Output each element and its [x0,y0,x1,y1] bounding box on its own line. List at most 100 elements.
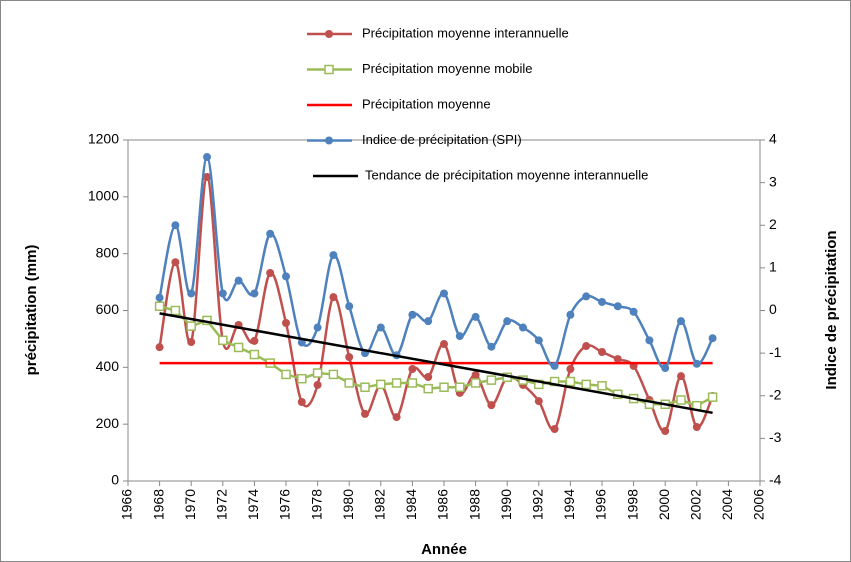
point [391,378,402,388]
y-axis-title: précipitation (mm) [23,245,40,376]
point [677,317,685,326]
y-tick-label: 1200 [88,131,119,147]
y2-tick-label: -1 [769,344,782,360]
point [550,361,559,370]
point [360,382,370,392]
legend-label: Précipitation moyenne [362,96,491,111]
x-tick-label: 1968 [150,489,166,520]
y-tick-label: 600 [96,301,120,317]
point [581,379,591,390]
point [329,293,338,302]
point [408,310,417,319]
point [266,229,275,238]
point [677,372,685,381]
point [423,383,433,394]
legend-label: Tendance de précipitation moyenne intera… [365,167,648,182]
legend-label: Précipitation moyenne mobile [362,61,533,76]
point [297,398,306,407]
point [344,378,354,388]
point [218,289,227,298]
x-tick-label: 1974 [245,489,261,520]
point [598,347,606,356]
point [171,258,180,267]
point [440,340,448,349]
point [312,368,323,378]
point [661,364,670,373]
x-tick-label: 1990 [498,489,514,520]
point [407,378,418,388]
point [566,310,575,319]
x-tick-label: 2004 [719,489,735,520]
x-tick-label: 1994 [561,489,577,520]
point [218,335,228,346]
y-tick-label: 200 [96,415,120,431]
y2-tick-label: 2 [769,216,777,232]
x-tick-label: 1970 [182,489,198,520]
point [534,336,543,345]
point [329,251,338,260]
x-tick-label: 1984 [403,489,419,520]
point [598,297,606,306]
point [313,380,322,389]
x-tick-label: 1988 [466,489,482,520]
point [328,369,339,380]
point [345,353,354,362]
point [629,307,638,316]
point [361,409,369,418]
point [249,349,260,360]
x-tick-label: 1996 [593,489,609,520]
x-tick-label: 1992 [530,489,546,520]
point [613,355,622,364]
x-tick-label: 1966 [119,489,135,520]
y2-tick-label: -4 [769,472,782,488]
x-tick-label: 1980 [340,489,356,520]
point [250,289,259,298]
point [707,392,718,402]
point [582,342,591,351]
point [154,301,165,311]
point [155,343,164,352]
x-tick-label: 2000 [656,489,672,520]
point [519,323,527,332]
y-tick-label: 400 [96,358,120,374]
point [203,153,211,162]
point [313,323,322,332]
y2-tick-label: 4 [769,131,777,147]
x-tick-label: 2002 [688,489,704,520]
y2-tick-label: 3 [769,173,777,189]
point [281,369,291,380]
point [233,342,244,353]
point [565,376,576,387]
point [376,379,386,390]
point [597,381,607,391]
point [661,426,670,435]
x-tick-label: 1978 [308,489,324,520]
point [503,317,512,326]
point [613,302,622,311]
point [424,372,433,381]
point [487,401,496,410]
point [582,292,591,301]
legend-marker [324,64,334,75]
point [266,268,275,277]
point [187,338,196,347]
point [487,342,496,351]
point [471,312,480,321]
point [692,359,701,368]
x-axis-title: Année [421,541,467,558]
y2-tick-label: 1 [769,259,777,275]
point [455,332,464,341]
point [440,289,448,298]
point [550,424,559,433]
point [376,323,385,332]
point [471,371,480,380]
point [486,375,497,385]
x-tick-label: 1998 [624,489,640,520]
point [708,334,717,343]
point [424,317,433,326]
point [470,378,481,388]
point [345,302,354,311]
x-tick-label: 1976 [277,489,293,520]
